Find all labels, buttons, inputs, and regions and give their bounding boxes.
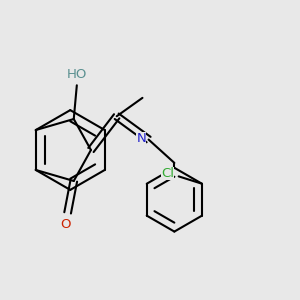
Text: HO: HO	[67, 68, 88, 81]
Text: Cl: Cl	[161, 167, 174, 180]
Text: N: N	[136, 133, 146, 146]
Text: O: O	[60, 218, 70, 231]
